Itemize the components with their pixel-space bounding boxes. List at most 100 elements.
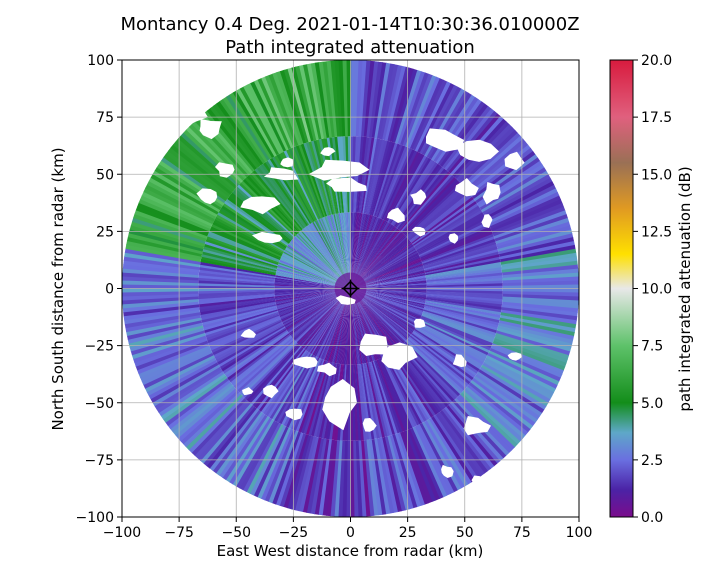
ppi-ray-segment — [282, 288, 351, 325]
ppi-ray-segment — [376, 145, 406, 218]
ppi-ray-segment — [395, 349, 443, 412]
ppi-ray-segment — [482, 174, 551, 215]
ppi-ray-segment — [350, 227, 398, 289]
ppi-ray-segment — [422, 241, 497, 267]
ppi-ray-segment — [144, 354, 215, 393]
ppi-ray-segment — [350, 251, 418, 289]
ppi-ray-segment — [288, 288, 351, 335]
ppi-ray-segment — [204, 243, 278, 268]
ppi-ray-segment — [296, 233, 351, 289]
x-tick-label: 50 — [456, 525, 474, 541]
ppi-ray-segment — [156, 368, 223, 413]
ppi-ray-segment — [399, 431, 429, 505]
ppi-ray-segment — [315, 220, 351, 289]
ppi-ray-segment — [421, 315, 493, 346]
ppi-ray-segment — [284, 288, 351, 328]
ppi-ray-segment — [288, 243, 351, 289]
ppi-ray-segment — [222, 329, 288, 374]
ppi-ray-segment — [200, 302, 276, 321]
ppi-ray-segment — [338, 213, 351, 289]
ppi-ray-segment — [350, 270, 425, 289]
no-data-gap — [242, 387, 254, 396]
ppi-ray-segment — [299, 230, 351, 289]
ppi-ray-segment — [422, 312, 496, 339]
ppi-ray-segment — [360, 440, 371, 517]
ppi-ray-segment — [123, 306, 200, 321]
ppi-ray-segment — [350, 226, 396, 289]
ppi-ray-segment — [170, 144, 233, 195]
no-data-gap — [263, 384, 279, 399]
ppi-ray-segment — [498, 322, 574, 345]
ppi-ray-segment — [417, 214, 486, 253]
ppi-ray-segment — [500, 309, 577, 325]
ppi-ray-segment — [479, 367, 547, 411]
ppi-ray-segment — [172, 384, 234, 436]
ppi-ray-segment — [397, 432, 425, 506]
ppi-ray-segment — [289, 288, 351, 336]
no-data-gap — [452, 354, 467, 368]
ppi-ray-segment — [418, 321, 488, 358]
ppi-ray-segment — [230, 335, 292, 385]
ppi-ray-segment — [350, 242, 413, 289]
ppi-ray-segment — [275, 288, 351, 303]
ppi-ray-segment — [300, 230, 351, 289]
ppi-ray-segment — [397, 71, 426, 145]
ppi-ray-segment — [260, 428, 294, 501]
ppi-ray-segment — [228, 417, 272, 485]
ppi-ray-segment — [123, 260, 200, 273]
ppi-ray-segment — [303, 64, 322, 140]
ppi-ray-segment — [133, 213, 207, 242]
ppi-ray-segment — [350, 288, 414, 333]
ppi-ray-segment — [350, 230, 401, 289]
ppi-ray-segment — [217, 325, 285, 365]
ppi-ray-segment — [409, 192, 471, 242]
ppi-ray-segment — [364, 363, 383, 439]
ppi-ray-segment — [310, 288, 351, 354]
colorbar-tick-label: 0.0 — [641, 510, 663, 526]
ppi-ray-segment — [298, 360, 326, 433]
ppi-ray-segment — [409, 427, 444, 500]
ppi-ray-segment — [283, 434, 309, 509]
ppi-ray-segment — [366, 139, 386, 215]
ppi-ray-segment — [499, 317, 575, 337]
ppi-ray-segment — [380, 358, 413, 429]
ppi-ray-segment — [279, 288, 351, 319]
colorbar-tick-label: 7.5 — [641, 339, 663, 355]
ppi-ray-segment — [490, 345, 563, 379]
ppi-ray-segment — [177, 388, 238, 442]
ppi-ray-segment — [141, 350, 213, 386]
ppi-ray-segment — [395, 70, 422, 144]
ppi-ray-segment — [212, 320, 282, 356]
ppi-ray-segment — [368, 140, 391, 215]
ppi-ray-segment — [214, 322, 284, 360]
ppi-ray-segment — [411, 333, 474, 381]
no-data-gaps — [159, 109, 525, 491]
y-axis-label: North South distance from radar (km) — [49, 147, 67, 430]
ppi-ray-segment — [194, 399, 249, 459]
ppi-ray-segment — [135, 340, 209, 371]
ppi-ray-segment — [285, 288, 351, 330]
x-tick-label: 0 — [346, 525, 355, 541]
no-data-gap — [386, 207, 405, 223]
ppi-ray-segment — [350, 220, 386, 289]
ppi-ray-segment — [350, 235, 407, 289]
ppi-ray-segment — [253, 79, 289, 151]
ppi-ray-segment — [350, 249, 417, 289]
ppi-ray-segment — [350, 245, 415, 289]
ppi-ray-segment — [333, 214, 351, 289]
ppi-ray-segment — [404, 429, 437, 502]
ppi-ray-segment — [350, 263, 423, 289]
x-tick-label: −50 — [221, 525, 251, 541]
ppi-ray-segment — [416, 325, 484, 365]
ppi-ray-segment — [336, 213, 351, 289]
ppi-ray-segment — [305, 288, 351, 351]
ppi-ray-segment — [350, 233, 405, 289]
ppi-ray-segment — [337, 213, 351, 289]
ppi-ray-segment — [501, 304, 578, 317]
ppi-ray-segment — [308, 288, 351, 354]
ppi-ray-segment — [282, 288, 351, 324]
ppi-ray-segment — [281, 151, 318, 221]
colorbar-tick-label: 10.0 — [641, 282, 672, 298]
ppi-ray-segment — [209, 228, 281, 260]
